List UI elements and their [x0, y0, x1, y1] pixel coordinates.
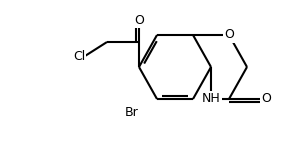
Text: Br: Br — [125, 107, 139, 119]
Text: Cl: Cl — [73, 49, 85, 62]
Text: O: O — [134, 14, 144, 27]
Text: O: O — [261, 92, 271, 106]
Text: O: O — [224, 29, 234, 41]
Text: NH: NH — [202, 92, 220, 106]
